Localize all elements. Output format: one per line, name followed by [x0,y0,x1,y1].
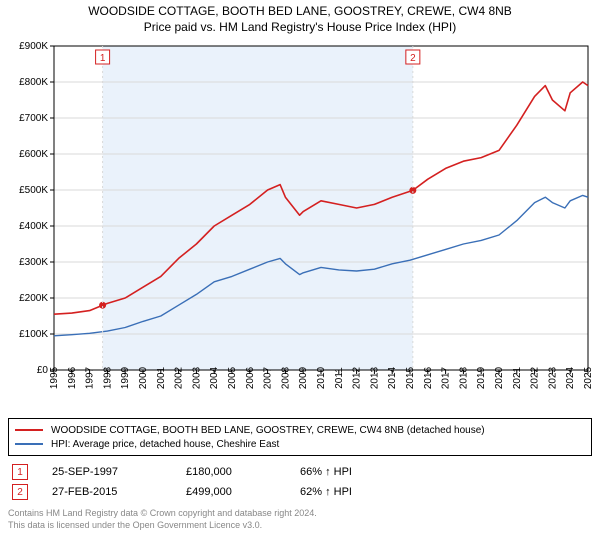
svg-text:£800K: £800K [19,77,48,88]
chart: £0 £100K £200K £300K £400K £500K £600K £700K £80… [8,40,592,410]
footer-line: Contains HM Land Registry data © Crown c… [8,508,592,520]
svg-text:£500K: £500K [19,185,48,196]
legend-swatch [15,443,43,445]
table-row: 2 27-FEB-2015 £499,000 62% ↑ HPI [8,482,592,502]
legend-label: WOODSIDE COTTAGE, BOOTH BED LANE, GOOSTR… [51,425,485,436]
svg-text:£600K: £600K [19,149,48,160]
footer: Contains HM Land Registry data © Crown c… [8,508,592,531]
svg-text:£400K: £400K [19,221,48,232]
transaction-pct: 66% ↑ HPI [300,466,400,478]
transaction-price: £180,000 [186,466,276,478]
svg-text:£700K: £700K [19,113,48,124]
title-sub: Price paid vs. HM Land Registry's House … [8,20,592,34]
svg-text:£200K: £200K [19,293,48,304]
legend-item: WOODSIDE COTTAGE, BOOTH BED LANE, GOOSTR… [15,423,585,437]
transaction-badge: 2 [12,484,28,500]
legend-item: HPI: Average price, detached house, Ches… [15,437,585,451]
transaction-price: £499,000 [186,486,276,498]
footer-line: This data is licensed under the Open Gov… [8,520,592,532]
transaction-badge: 1 [12,464,28,480]
svg-text:£0: £0 [37,365,49,376]
table-row: 1 25-SEP-1997 £180,000 66% ↑ HPI [8,462,592,482]
legend-swatch [15,429,43,431]
transaction-table: 1 25-SEP-1997 £180,000 66% ↑ HPI 2 27-FE… [8,462,592,502]
chart-container: WOODSIDE COTTAGE, BOOTH BED LANE, GOOSTR… [0,0,600,531]
svg-text:£100K: £100K [19,329,48,340]
svg-text:1: 1 [100,53,106,64]
svg-text:2: 2 [410,53,416,64]
transaction-date: 27-FEB-2015 [52,486,162,498]
title-block: WOODSIDE COTTAGE, BOOTH BED LANE, GOOSTR… [8,4,592,34]
line-chart-svg: £0 £100K £200K £300K £400K £500K £600K £700K £80… [8,40,592,410]
legend-label: HPI: Average price, detached house, Ches… [51,439,279,450]
svg-text:£900K: £900K [19,41,48,52]
svg-text:£300K: £300K [19,257,48,268]
legend: WOODSIDE COTTAGE, BOOTH BED LANE, GOOSTR… [8,418,592,456]
transaction-pct: 62% ↑ HPI [300,486,400,498]
title-main: WOODSIDE COTTAGE, BOOTH BED LANE, GOOSTR… [8,4,592,18]
transaction-date: 25-SEP-1997 [52,466,162,478]
